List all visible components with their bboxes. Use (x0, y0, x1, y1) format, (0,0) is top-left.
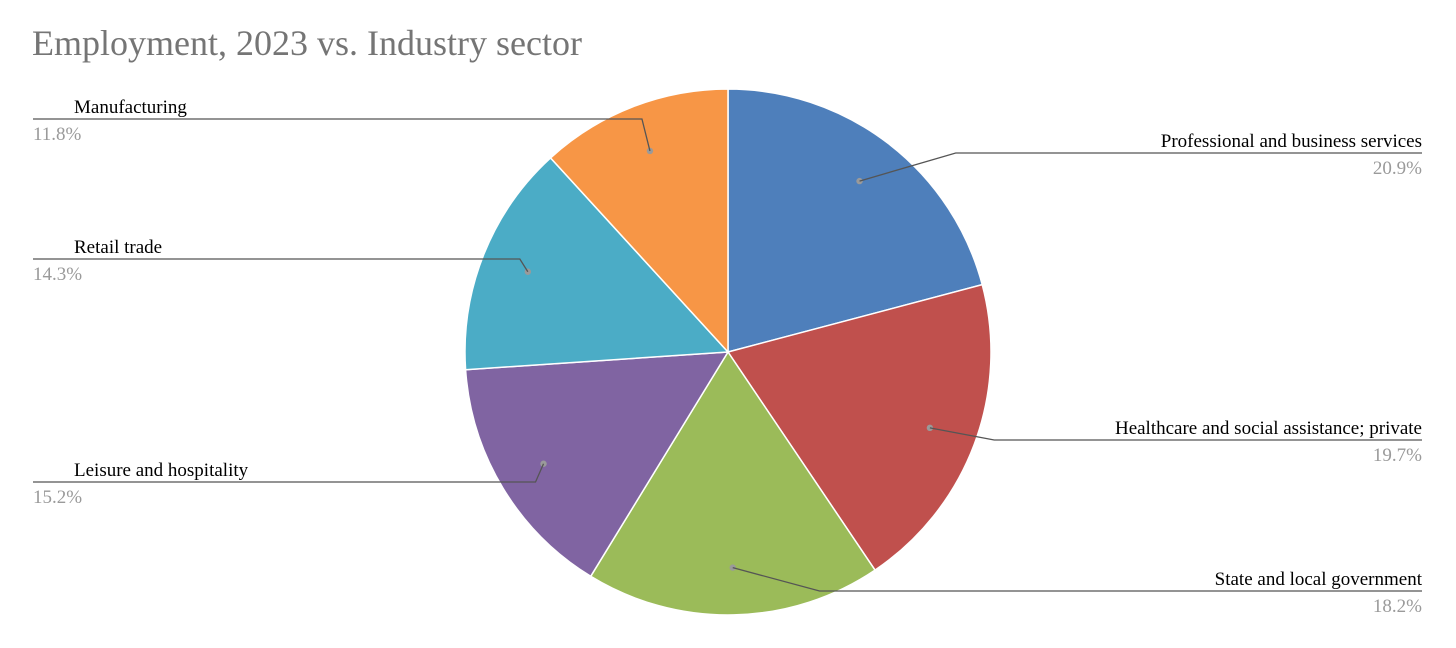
pie-slice-state-and-local-government (589, 350, 877, 616)
pie-slice-healthcare-and-social-assistance-private (726, 283, 992, 572)
slice-value-leisure-and-hospitality: 15.2% (33, 487, 82, 508)
pie-slice-professional-and-business-services (727, 88, 984, 353)
leader-line-state-and-local-government (732, 566, 1422, 592)
slice-value-retail-trade: 14.3% (33, 264, 82, 285)
leader-line-professional-and-business-services (859, 152, 1422, 182)
leader-dot-leisure-and-hospitality (540, 460, 547, 467)
slice-value-state-and-local-government: 18.2% (1373, 596, 1422, 617)
slice-label-manufacturing: Manufacturing (74, 97, 187, 118)
pie-slice-retail-trade (464, 156, 730, 371)
slice-label-leisure-and-hospitality: Leisure and hospitality (74, 460, 249, 481)
leader-lines (33, 118, 1422, 592)
slice-value-healthcare-and-social-assistance-private: 19.7% (1373, 445, 1422, 466)
leader-line-retail-trade (33, 258, 529, 273)
pie-slice-manufacturing (549, 88, 729, 354)
leader-line-manufacturing (33, 118, 651, 152)
data-labels: Professional and business services 20.9% H… (33, 97, 1423, 617)
slice-value-manufacturing: 11.8% (33, 124, 82, 145)
slice-label-professional-and-business-services: Professional and business services (1161, 131, 1422, 152)
leader-line-leisure-and-hospitality (33, 463, 545, 483)
slice-value-professional-and-business-services: 20.9% (1373, 158, 1422, 179)
pie-slice-leisure-and-hospitality (464, 351, 730, 578)
leader-line-healthcare-and-social-assistance-private (929, 427, 1422, 441)
slice-label-retail-trade: Retail trade (74, 237, 162, 258)
slice-label-healthcare-and-social-assistance-private: Healthcare and social assistance; privat… (1115, 418, 1422, 439)
pie-slices (464, 88, 992, 616)
chart-title: Employment, 2023 vs. Industry sector (32, 23, 582, 63)
leader-dot-healthcare-and-social-assistance-private (926, 424, 934, 432)
slice-label-state-and-local-government: State and local government (1215, 569, 1423, 590)
